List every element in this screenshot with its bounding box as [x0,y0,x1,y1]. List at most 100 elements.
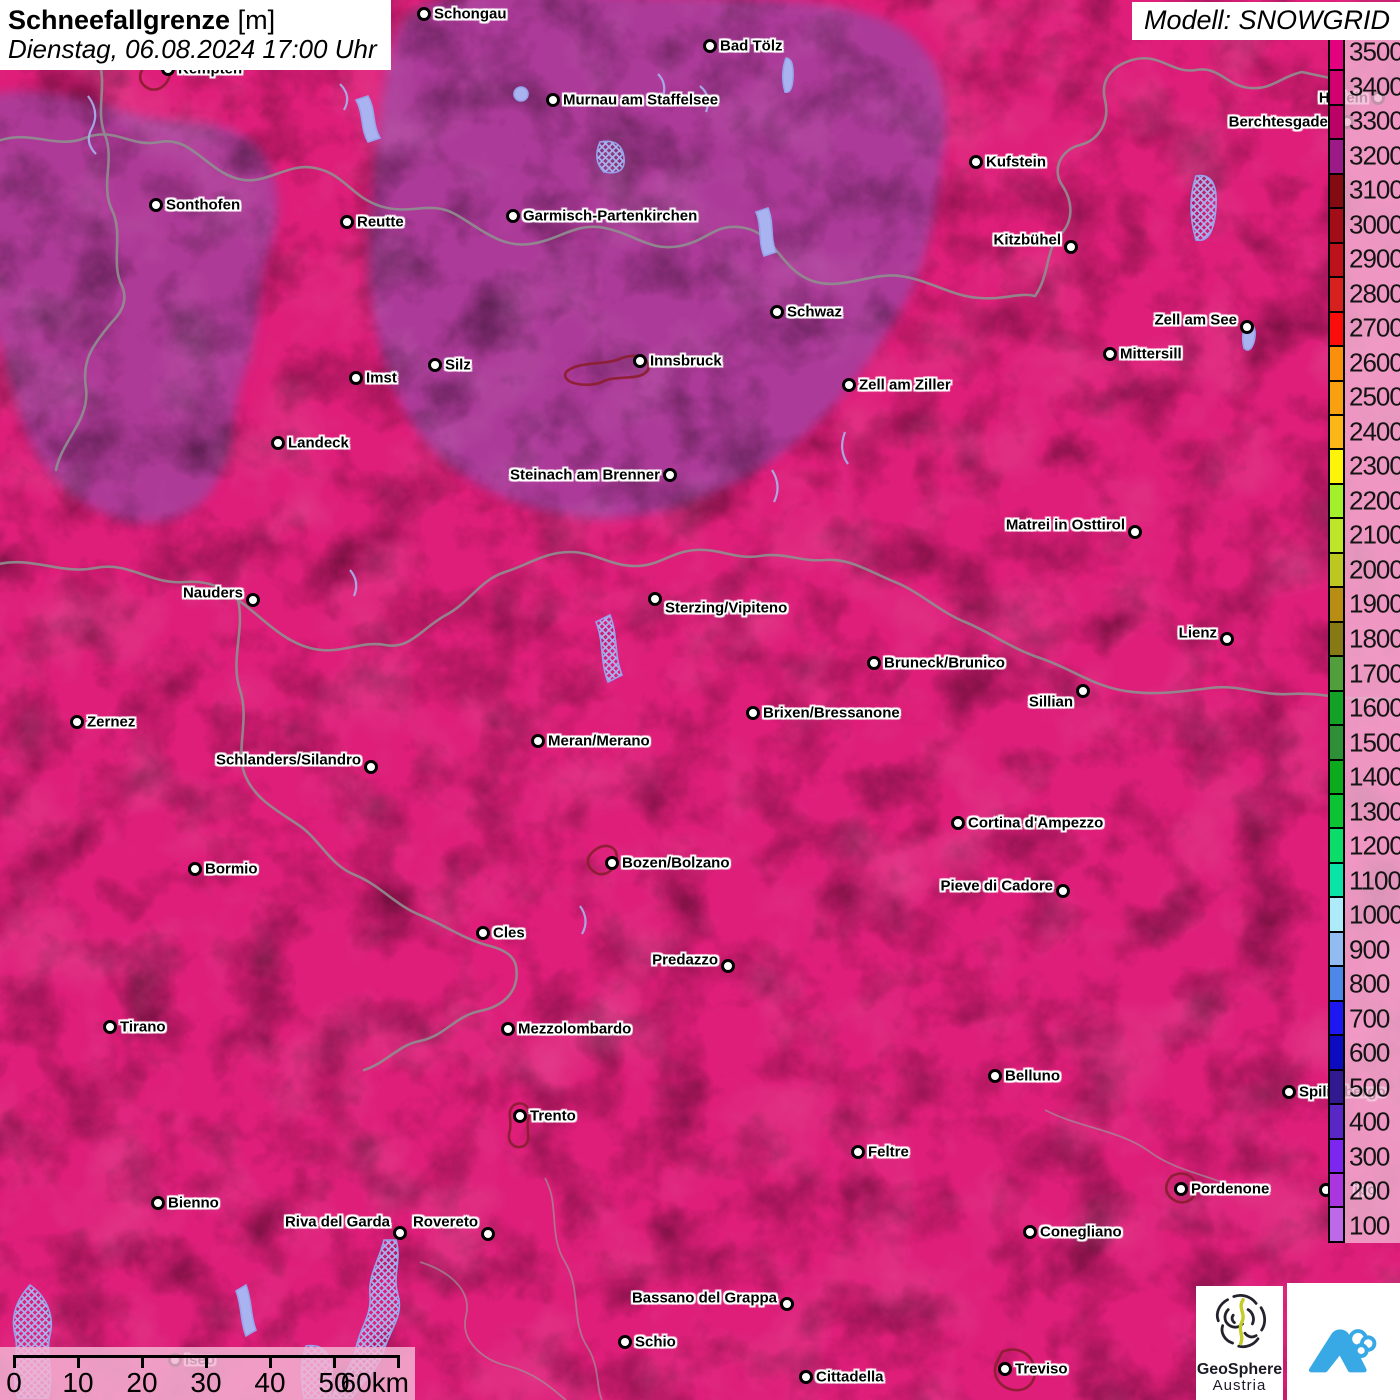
country-borders [0,56,1400,1072]
city-label: Steinach am Brenner [509,466,660,484]
city-marker [663,468,677,482]
city-label: Cittadella [816,1368,884,1386]
map-datetime: Dienstag, 06.08.2024 17:00 Uhr [8,34,377,64]
regional-borders [419,1109,1251,1400]
city-label: Berchtesgaden [1228,113,1337,131]
legend-tick-label: 1800 [1349,623,1400,654]
legend-tick-label: 1400 [1349,761,1400,792]
city-marker [998,1362,1012,1376]
legend-tick-label: 1600 [1349,692,1400,723]
geosphere-logo: GeoSphere Austria [1196,1286,1283,1400]
city-label: Bad Tölz [720,37,783,55]
map-title: Schneefallgrenze [m] [8,5,377,35]
city-label: Zell am See [1154,311,1237,329]
legend-tick-label: 1200 [1349,830,1400,861]
city-label: Kufstein [986,153,1046,171]
legend-cell-400 [1330,1105,1343,1140]
city-marker [842,378,856,392]
city-marker [951,816,965,830]
legend-cell-800 [1330,967,1343,1002]
city-marker [246,593,260,607]
legend-cell-1600 [1330,691,1343,727]
scalebar-label: 30 [190,1367,222,1398]
city-marker [1282,1085,1296,1099]
legend-tick-label: 1100 [1349,865,1400,896]
city-label: Bienno [168,1194,219,1212]
city-label: Zell am Ziller [859,376,951,394]
legend-cell-2800 [1330,278,1343,313]
city-label: Sterzing/Vipiteno [665,599,788,617]
scalebar-tick [269,1355,272,1368]
scalebar-tick [77,1355,80,1368]
city-marker [1076,684,1090,698]
legend-tick-label: 300 [1349,1141,1390,1172]
legend-cell-2700 [1330,312,1343,348]
model-label: Modell: SNOWGRID [1131,2,1400,40]
legend-cell-1400 [1330,760,1343,795]
city-label: Garmisch-Partenkirchen [523,207,698,225]
city-marker [770,305,784,319]
legend-cell-700 [1330,1001,1343,1037]
city-marker [780,1297,794,1311]
city-label: Meran/Merano [548,732,650,750]
legend-cell-1100 [1330,863,1343,899]
city-label: Imst [366,369,397,387]
city-label: Rovereto [412,1213,478,1231]
city-marker [1220,632,1234,646]
partner-logo [1287,1283,1400,1400]
city-marker [703,39,717,53]
city-marker [1174,1182,1188,1196]
city-marker [149,198,163,212]
scalebar-label: 60km [340,1367,409,1398]
city-label: Bozen/Bolzano [622,854,730,872]
city-marker [428,358,442,372]
city-label: Riva del Garda [284,1213,390,1231]
city-marker [618,1335,632,1349]
legend-cell-300 [1330,1139,1343,1174]
scalebar-tick [141,1355,144,1368]
city-label: Feltre [868,1143,909,1161]
legend-cell-2200 [1330,484,1343,520]
legend-tick-label: 3200 [1349,140,1400,171]
city-label: Cortina d'Ampezzo [968,814,1104,832]
city-marker [721,959,735,973]
legend-cell-3400 [1330,71,1343,106]
city-marker [340,215,354,229]
scalebar-tick [13,1355,16,1368]
city-label: Sillian [1028,693,1073,711]
city-marker [1240,320,1254,334]
city-label: Bruneck/Brunico [884,654,1005,672]
city-label: Cles [493,924,525,942]
city-label: Brixen/Bressanone [763,704,900,722]
city-marker [271,436,285,450]
legend-tick-label: 2200 [1349,485,1400,516]
city-marker [1103,347,1117,361]
legend-cell-2000 [1330,553,1343,589]
legend-tick-label: 1700 [1349,658,1400,688]
scalebar-tick [333,1355,336,1368]
city-label: Bormio [205,860,258,878]
city-label: Sonthofen [166,196,241,214]
city-marker [70,715,84,729]
legend-tick-label: 800 [1349,968,1390,999]
legend-tick-label: 400 [1349,1106,1390,1137]
legend-tick-label: 2300 [1349,450,1400,481]
legend-tick-label: 900 [1349,934,1390,965]
legend-tick-label: 1300 [1349,796,1400,827]
legend-tick-label: 2900 [1349,243,1400,274]
legend-tick-label: 100 [1349,1210,1390,1241]
city-marker [546,93,560,107]
legend-cell-500 [1330,1070,1343,1106]
legend-colorbar [1328,35,1345,1243]
city-label: Schwaz [787,303,843,321]
legend-cell-600 [1330,1036,1343,1071]
city-label: Innsbruck [650,352,722,370]
legend-cell-900 [1330,932,1343,968]
legend-tick-label: 200 [1349,1175,1390,1206]
city-label: Lienz [1178,624,1217,642]
legend-cell-200 [1330,1173,1343,1209]
city-marker [969,155,983,169]
city-marker [531,734,545,748]
